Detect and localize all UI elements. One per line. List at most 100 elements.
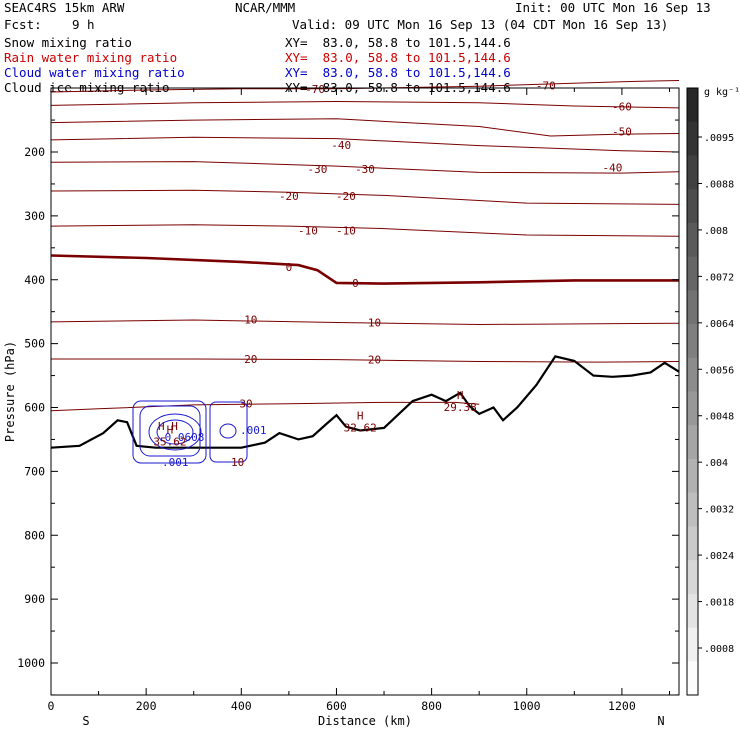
colorbar-segment-5 xyxy=(687,256,698,291)
colorbar-segment-8 xyxy=(687,357,698,392)
contour-label-20-1: 20 xyxy=(368,354,381,367)
colorbar-segment-10 xyxy=(687,425,698,460)
x-tick-label-2: 400 xyxy=(231,699,252,713)
cloud-water-cell-5 xyxy=(209,401,248,463)
y-tick-label-6: 800 xyxy=(24,528,45,542)
x-tick-label-0: 0 xyxy=(48,699,55,713)
colorbar-segment-3 xyxy=(687,189,698,224)
colorbar-segment-4 xyxy=(687,222,698,258)
field-cloudwater-name: Cloud water mixing ratio xyxy=(4,65,185,80)
cloud-water-cell-1 xyxy=(132,400,207,464)
temperature-contour--60 xyxy=(50,100,680,109)
contour-label--30-0: -30 xyxy=(307,163,327,176)
maximum-value-1: 32.62 xyxy=(344,421,377,434)
field-rain-xy: XY= 83.0, 58.8 to 101.5,144.6 xyxy=(285,50,511,65)
contour-label--70-1: -70 xyxy=(536,80,556,93)
contour-label-0-1: 0 xyxy=(352,277,359,290)
colorbar-tick-label-9: .0024 xyxy=(704,551,734,562)
contour-label-10-1: 10 xyxy=(368,317,381,330)
temperature-contour-30 xyxy=(50,401,480,412)
temperature-contour-0 xyxy=(50,254,679,285)
colorbar-segment-12 xyxy=(687,492,698,527)
x-tick-label-6: 1200 xyxy=(608,699,636,713)
maximum-symbol-2: H xyxy=(457,389,464,402)
colorbar-segment-11 xyxy=(687,458,698,494)
north-end-label: N xyxy=(657,714,664,728)
colorbar-segment-2 xyxy=(687,155,698,190)
y-tick-label-1: 300 xyxy=(24,209,45,223)
field-cloudwater-xy: XY= 83.0, 58.8 to 101.5,144.6 xyxy=(285,65,511,80)
plot-frame xyxy=(50,87,680,696)
maximum-symbol-0: H xyxy=(167,423,174,436)
maximum-value-2: 29.38 xyxy=(444,401,477,414)
contour-label--60-0: -60 xyxy=(612,101,632,114)
axes: 0 200 400 600 800 1000 12002003004005006007008… xyxy=(3,87,680,728)
temperature-contour--30 xyxy=(50,161,680,174)
y-tick-label-5: 700 xyxy=(24,464,45,478)
colorbar-tick-label-4: .0064 xyxy=(704,319,734,330)
south-end-label: S xyxy=(82,714,89,728)
forecast-value: 9 h xyxy=(72,17,95,32)
colorbar-tick-label-5: .0056 xyxy=(704,365,734,376)
x-tick-label-4: 800 xyxy=(421,699,442,713)
contour-label--30-1: -30 xyxy=(355,163,375,176)
field-snow-xy: XY= 83.0, 58.8 to 101.5,144.6 xyxy=(285,35,511,50)
contour-label--40-1: -40 xyxy=(602,161,622,174)
colorbar: g kg⁻¹ .0095 .0088 .008 .0072 .0064 .0056 .0048… xyxy=(686,87,740,696)
temperature-contour--20 xyxy=(50,189,680,205)
contour-label--20-1: -20 xyxy=(336,190,356,203)
colorbar-tick-label-1: .0088 xyxy=(704,179,734,190)
colorbar-segment-16 xyxy=(687,627,698,662)
temperature-contour-20 xyxy=(51,358,680,363)
colorbar-tick-label-7: .004 xyxy=(704,458,728,469)
colorbar-tick-label-2: .008 xyxy=(704,226,728,237)
y-tick-label-4: 600 xyxy=(24,401,45,415)
colorbar-frame xyxy=(686,87,699,696)
colorbar-tick-label-10: .0018 xyxy=(704,598,734,609)
contour-label--10-1: -10 xyxy=(336,225,356,238)
colorbar-tick-label-11: .0008 xyxy=(704,644,734,655)
center-name: NCAR/MMM xyxy=(235,0,296,15)
maximum-value-0: 35.62 xyxy=(153,435,186,448)
cloud-water-cell-4 xyxy=(156,419,194,445)
x-tick-label-3: 600 xyxy=(326,699,347,713)
colorbar-segment-6 xyxy=(687,290,698,325)
colorbar-segment-7 xyxy=(687,324,698,359)
contour-label-20-0: 20 xyxy=(244,353,257,366)
maximum-symbol-1: H xyxy=(357,409,364,422)
contour-label--50-0: -50 xyxy=(612,126,632,139)
colorbar-tick-label-3: .0072 xyxy=(704,272,734,283)
y-tick-label-2: 400 xyxy=(24,273,45,287)
field-snow-name: Snow mixing ratio xyxy=(4,35,132,50)
valid-time: Valid: 09 UTC Mon 16 Sep 13 (04 CDT Mon … xyxy=(292,17,669,32)
temperature-contour--70 xyxy=(50,80,680,93)
temperature-contours: -70 -70 -60 -50 -40 -40 -30 -30 -20 -20 -10 -10 0 0 10… xyxy=(50,80,680,412)
y-tick-label-8: 1000 xyxy=(17,656,45,670)
cloud-water-cell-2 xyxy=(139,405,201,457)
x-axis-title: Distance (km) xyxy=(318,714,412,728)
cloud-water-label-2: .001 xyxy=(162,456,189,469)
forecast-label: Fcst: xyxy=(4,17,42,32)
colorbar-segment-14 xyxy=(687,560,698,595)
temperature-contour-10 xyxy=(50,319,680,326)
colorbar-segment-17 xyxy=(687,661,698,696)
cloud-water-label-1: .001 xyxy=(240,424,267,437)
terrain-profile xyxy=(50,355,680,449)
colorbar-segment-13 xyxy=(687,526,698,561)
colorbar-segment-9 xyxy=(687,391,698,426)
model-name: SEAC4RS 15km ARW xyxy=(4,0,125,15)
contour-label--10-0: -10 xyxy=(298,225,318,238)
cloud-water-contours: .001 .001 10 H H .0.0608 xyxy=(132,400,267,469)
temperature-contour--40 xyxy=(50,136,680,153)
contour-label-10-0: 10 xyxy=(244,313,257,326)
temperature-contour--50 xyxy=(50,118,680,137)
rain-max-marker: H H xyxy=(158,420,178,433)
field-rain-name: Rain water mixing ratio xyxy=(4,50,178,65)
init-time: Init: 00 UTC Mon 16 Sep 13 xyxy=(515,0,711,15)
contour-label-0-0: 0 xyxy=(286,261,293,274)
x-tick-label-5: 1000 xyxy=(513,699,541,713)
colorbar-tick-label-6: .0048 xyxy=(704,412,734,423)
colorbar-tick-label-0: .0095 xyxy=(704,133,734,144)
